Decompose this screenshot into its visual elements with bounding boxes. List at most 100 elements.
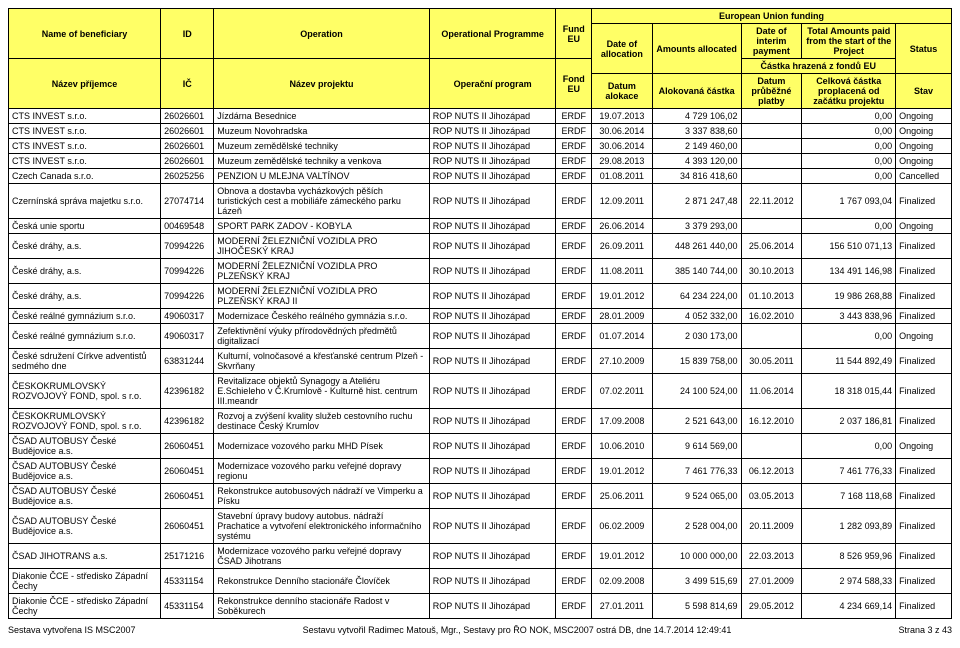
page-footer: Sestava vytvořena IS MSC2007 Sestavu vyt… [8,625,952,635]
cell-id: 26026601 [161,109,214,124]
table-row: Czernínská správa majetku s.r.o.27074714… [9,184,952,219]
cell-da: 10.06.2010 [591,434,652,459]
cell-op: MODERNÍ ŽELEZNIČNÍ VOZIDLA PRO PLZEŇSKÝ … [214,284,429,309]
cell-op: Rekonstrukce Denního stacionáře Človíček [214,569,429,594]
cell-fund: ERDF [556,124,591,139]
cell-fund: ERDF [556,234,591,259]
cell-prog: ROP NUTS II Jihozápad [429,124,556,139]
cell-st: Finalized [896,259,952,284]
cell-op: Rozvoj a zvýšení kvality služeb cestovní… [214,409,429,434]
cell-aa: 7 461 776,33 [652,459,741,484]
cell-tp: 0,00 [802,219,896,234]
cell-aa: 4 729 106,02 [652,109,741,124]
cell-di [741,124,802,139]
cell-id: 26025256 [161,169,214,184]
cell-prog: ROP NUTS II Jihozápad [429,409,556,434]
cell-di [741,169,802,184]
cell-prog: ROP NUTS II Jihozápad [429,309,556,324]
cell-ben: Czech Canada s.r.o. [9,169,161,184]
cell-fund: ERDF [556,109,591,124]
cell-prog: ROP NUTS II Jihozápad [429,169,556,184]
cell-aa: 15 839 758,00 [652,349,741,374]
cell-ben: České dráhy, a.s. [9,284,161,309]
cell-id: 27074714 [161,184,214,219]
cell-prog: ROP NUTS II Jihozápad [429,349,556,374]
cell-prog: ROP NUTS II Jihozápad [429,374,556,409]
cell-tp: 0,00 [802,109,896,124]
cell-tp: 19 986 268,88 [802,284,896,309]
cell-st: Ongoing [896,324,952,349]
table-row: ČESKOKRUMLOVSKÝ ROZVOJOVÝ FOND, spol. s … [9,374,952,409]
cell-fund: ERDF [556,409,591,434]
cell-fund: ERDF [556,219,591,234]
cell-fund: ERDF [556,184,591,219]
cell-prog: ROP NUTS II Jihozápad [429,509,556,544]
cell-id: 26060451 [161,509,214,544]
table-row: České reálné gymnázium s.r.o.49060317Mod… [9,309,952,324]
table-row: ČESKOKRUMLOVSKÝ ROZVOJOVÝ FOND, spol. s … [9,409,952,434]
cell-fund: ERDF [556,169,591,184]
cell-id: 42396182 [161,409,214,434]
cell-da: 30.06.2014 [591,139,652,154]
cell-op: Rekonstrukce denního stacionáře Radost v… [214,594,429,619]
cell-prog: ROP NUTS II Jihozápad [429,109,556,124]
cell-aa: 64 234 224,00 [652,284,741,309]
cell-di: 20.11.2009 [741,509,802,544]
hdr-id-cz: IČ [161,59,214,109]
cell-op: Modernizace vozového parku MHD Písek [214,434,429,459]
cell-ben: České reálné gymnázium s.r.o. [9,309,161,324]
cell-di: 03.05.2013 [741,484,802,509]
cell-ben: ČESKOKRUMLOVSKÝ ROZVOJOVÝ FOND, spol. s … [9,374,161,409]
cell-aa: 5 598 814,69 [652,594,741,619]
cell-ben: České sdružení Církve adventistů sedmého… [9,349,161,374]
cell-da: 19.01.2012 [591,459,652,484]
cell-st: Ongoing [896,109,952,124]
cell-ben: ČESKOKRUMLOVSKÝ ROZVOJOVÝ FOND, spol. s … [9,409,161,434]
cell-tp: 7 168 118,68 [802,484,896,509]
cell-da: 26.06.2014 [591,219,652,234]
table-row: České reálné gymnázium s.r.o.49060317Zef… [9,324,952,349]
cell-da: 01.08.2011 [591,169,652,184]
cell-id: 26060451 [161,459,214,484]
hdr-amounts-alloc-en: Amounts allocated [652,24,741,74]
cell-prog: ROP NUTS II Jihozápad [429,459,556,484]
cell-fund: ERDF [556,139,591,154]
cell-aa: 385 140 744,00 [652,259,741,284]
cell-ben: ČSAD AUTOBUSY České Budějovice a.s. [9,484,161,509]
cell-tp: 11 544 892,49 [802,349,896,374]
cell-op: Muzeum zemědělské techniky a venkova [214,154,429,169]
cell-aa: 2 030 173,00 [652,324,741,349]
cell-fund: ERDF [556,434,591,459]
footer-left: Sestava vytvořena IS MSC2007 [8,625,136,635]
cell-st: Finalized [896,484,952,509]
table-body: CTS INVEST s.r.o.26026601Jízdárna Besedn… [9,109,952,619]
hdr-castka-hrazena: Částka hrazená z fondů EU [741,59,896,74]
cell-op: Kulturní, volnočasové a křesťanské centr… [214,349,429,374]
cell-tp: 4 234 669,14 [802,594,896,619]
cell-aa: 3 379 293,00 [652,219,741,234]
cell-prog: ROP NUTS II Jihozápad [429,569,556,594]
cell-ben: Diakonie ČCE - středisko Západní Čechy [9,594,161,619]
cell-aa: 3 499 515,69 [652,569,741,594]
hdr-beneficiary-cz: Název příjemce [9,59,161,109]
cell-tp: 2 974 588,33 [802,569,896,594]
cell-di: 27.01.2009 [741,569,802,594]
funding-table: Name of beneficiary ID Operation Operati… [8,8,952,619]
cell-tp: 1 282 093,89 [802,509,896,544]
cell-ben: České reálné gymnázium s.r.o. [9,324,161,349]
cell-da: 07.02.2011 [591,374,652,409]
cell-fund: ERDF [556,259,591,284]
cell-di: 22.11.2012 [741,184,802,219]
cell-prog: ROP NUTS II Jihozápad [429,324,556,349]
cell-aa: 9 614 569,00 [652,434,741,459]
cell-tp: 8 526 959,96 [802,544,896,569]
cell-st: Finalized [896,594,952,619]
cell-op: Muzeum Novohradska [214,124,429,139]
table-row: České dráhy, a.s.70994226MODERNÍ ŽELEZNI… [9,234,952,259]
cell-da: 19.01.2012 [591,544,652,569]
cell-tp: 0,00 [802,124,896,139]
cell-aa: 9 524 065,00 [652,484,741,509]
cell-id: 45331154 [161,594,214,619]
cell-st: Finalized [896,544,952,569]
cell-st: Finalized [896,309,952,324]
